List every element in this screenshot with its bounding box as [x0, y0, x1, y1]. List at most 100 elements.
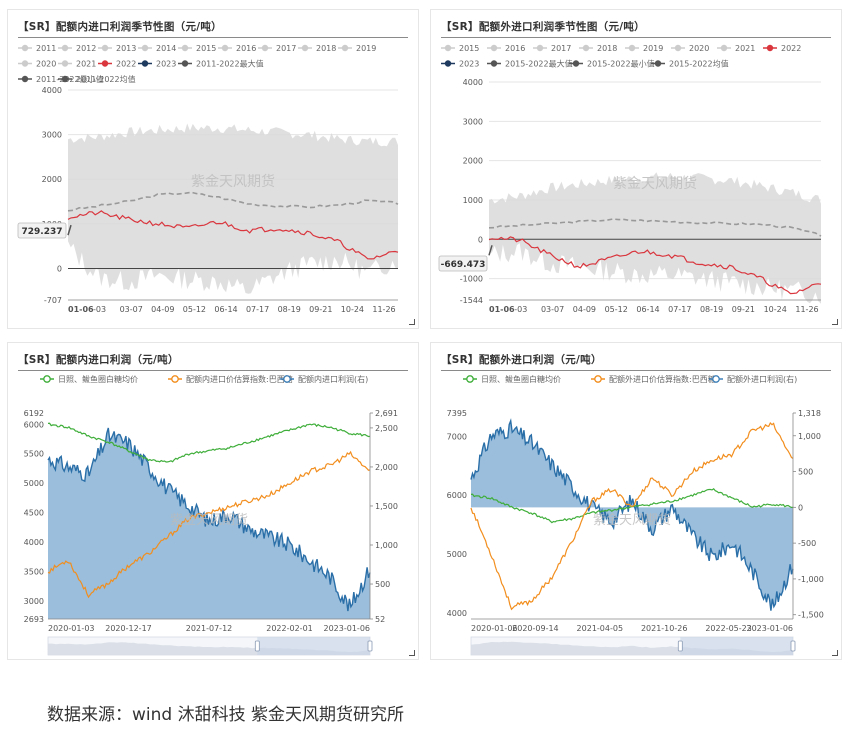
chart-title: 【SR】配额内进口利润季节性图（元/吨） [18, 21, 222, 33]
y-left-tick-label: 6000 [447, 491, 467, 500]
x-tick-label: 04-09 [573, 305, 596, 314]
legend-marker [141, 44, 149, 52]
x-tick-label: 01-06 [68, 305, 94, 314]
y-right-tick-label: -1,500 [798, 611, 824, 620]
legend-marker [301, 44, 309, 52]
legend-label: 2022 [781, 44, 801, 53]
legend-marker [283, 375, 291, 383]
series-2023-line [67, 224, 72, 236]
x-tick-label: 2020-09-14 [512, 624, 559, 633]
legend-marker [171, 375, 179, 383]
x-tick-label: 2020-12-17 [105, 624, 152, 633]
x-tick-label: 2021-07-12 [186, 624, 233, 633]
x-tick-label: 10-24 [341, 305, 364, 314]
legend-marker [61, 60, 69, 67]
mean-line [488, 218, 822, 237]
legend-label: 2017 [551, 44, 571, 53]
y-left-tick-label: 5500 [24, 450, 44, 459]
legend-marker [536, 44, 544, 52]
zoom-handle-icon[interactable] [254, 640, 260, 652]
chart-svg: 2011 2012 2013 2014 2015 2016 2017 2018 2019 2020… [17, 44, 399, 314]
legend-label: 2015-2022均值 [669, 59, 729, 69]
x-tick-label: 07-17 [246, 305, 269, 314]
zoom-handle-icon[interactable] [367, 640, 373, 652]
x-tick-label: 11-26 [372, 305, 395, 314]
resize-handle-icon[interactable] [409, 319, 415, 325]
legend-label: 日照、鲅鱼圈白糖均价 [58, 374, 138, 384]
title-divider [18, 37, 408, 38]
legend-marker [141, 60, 149, 67]
resize-handle-icon[interactable] [832, 650, 838, 656]
zoom-handle-icon[interactable] [790, 640, 796, 652]
series-2022-line [488, 236, 822, 295]
profit-area [471, 420, 793, 611]
legend-marker [674, 44, 682, 52]
zoom-slider-window[interactable] [257, 637, 370, 655]
legend-label: 2011 [36, 44, 56, 53]
y-right-tick-label: 1,318 [798, 409, 821, 418]
chart-panel-quota-out-seasonal: 【SR】配额外进口利润季节性图（元/吨） 2015 2016 2017 2018 201… [430, 9, 842, 329]
legend-label: 2018 [316, 44, 336, 53]
legend-marker [101, 44, 109, 52]
legend-label: 2019 [643, 44, 663, 53]
chart-title: 【SR】配额内进口利润（元/吨） [18, 354, 179, 366]
chart-svg: 2015 2016 2017 2018 2019 2020 2021 2022 2023 2015… [438, 44, 822, 314]
y-left-tick-label: 7000 [447, 432, 467, 441]
watermark: 紫金天风期货 [593, 512, 671, 528]
legend-label: 2020 [689, 44, 709, 53]
resize-handle-icon[interactable] [832, 319, 838, 325]
y-right-tick-label: 500 [375, 580, 390, 589]
legend-marker [444, 60, 452, 67]
x-tick-label: -03 [514, 305, 527, 314]
legend-label: 配额内进口利润(右) [298, 374, 368, 384]
zoom-slider-window[interactable] [680, 637, 793, 655]
legend-marker [181, 44, 189, 52]
legend-label: 2020 [36, 60, 56, 69]
x-tick-label: 06-14 [636, 305, 659, 314]
legend-label: 2014 [156, 44, 176, 53]
y-tick-label: 0 [57, 264, 62, 273]
y-right-tick-label: 52 [375, 615, 385, 624]
legend-marker [720, 44, 728, 52]
legend-label: 配额内进口价估算指数:巴西糖 [186, 374, 293, 384]
x-tick-label: 06-14 [214, 305, 237, 314]
x-tick-label: 11-26 [795, 305, 818, 314]
legend-label: 2015-2022最大值 [505, 59, 573, 69]
x-tick-label: 2021-04-05 [577, 624, 624, 633]
legend-label: 2011-2022均值 [76, 74, 136, 84]
resize-handle-icon[interactable] [409, 650, 415, 656]
y-tick-label: -707 [44, 296, 62, 305]
legend-marker [490, 44, 498, 52]
watermark: 紫金天风期货 [170, 512, 248, 528]
legend-label: 2015 [459, 44, 479, 53]
x-tick-label: 2023-01-06 [324, 624, 371, 633]
x-tick-label: 09-21 [309, 305, 332, 314]
chart-svg: 日照、鲅鱼圈白糖均价 配额内进口价估算指数:巴西糖 配额内进口利润(右) 6192 60… [24, 374, 398, 656]
legend-marker [341, 44, 349, 52]
y-left-tick-label: 5000 [447, 550, 467, 559]
mean-line [67, 191, 399, 212]
x-tick-label: 09-21 [732, 305, 755, 314]
y-tick-label: 3000 [42, 131, 62, 140]
legend-marker [712, 375, 720, 383]
legend-label: 配额外进口利润(右) [727, 374, 797, 384]
chart-panel-quota-out-profit: 【SR】配额外进口利润（元/吨） 日照、鲅鱼圈白糖均价 配额外进口价估算指数:巴西… [430, 342, 842, 660]
legend-label: 2015-2022最小值 [587, 59, 655, 69]
title-divider [441, 37, 831, 38]
y-right-tick-label: 1,000 [798, 432, 821, 441]
profit-line [470, 418, 794, 611]
legend-marker [221, 44, 229, 52]
legend-label: 2011-2022最大值 [196, 59, 264, 69]
y-tick-label: 2000 [463, 157, 483, 166]
title-divider [441, 370, 831, 371]
legend-marker [466, 375, 474, 383]
x-tick-label: 10-24 [764, 305, 787, 314]
x-tick-label: 2020-01-06 [471, 624, 518, 633]
current-value-label: -669.473 [441, 260, 486, 270]
x-tick-label: 2023-01-06 [747, 624, 794, 633]
max-min-band [68, 123, 398, 294]
legend-label: 2022 [116, 60, 136, 69]
current-value-box [438, 255, 488, 272]
zoom-handle-icon[interactable] [677, 640, 683, 652]
legend-marker [181, 60, 189, 67]
